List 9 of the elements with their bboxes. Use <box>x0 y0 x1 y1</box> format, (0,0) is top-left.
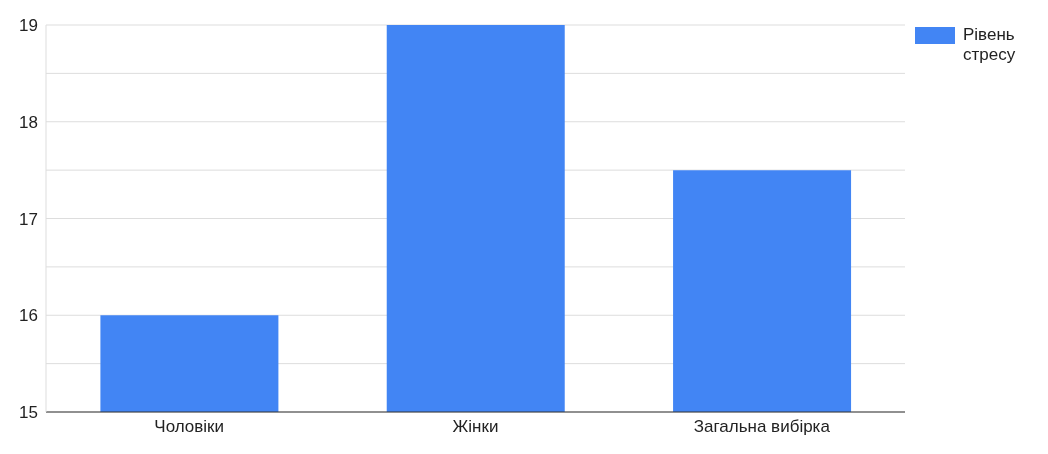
x-tick-label: Чоловіки <box>154 417 225 437</box>
x-tick-label: Загальна вибірка <box>693 417 831 437</box>
y-tick-label: 16 <box>19 306 38 326</box>
legend-label: Рівень стресу <box>963 25 1017 65</box>
y-tick-label: 18 <box>19 112 38 132</box>
x-tick-label: Жінки <box>452 417 499 437</box>
y-tick-label: 19 <box>19 16 38 36</box>
y-tick-label: 15 <box>19 403 38 423</box>
y-tick-label: 17 <box>19 209 38 229</box>
